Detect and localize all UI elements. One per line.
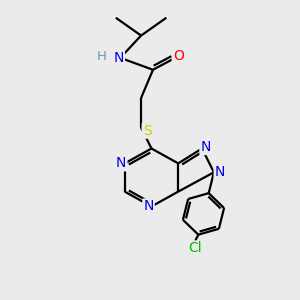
Text: S: S	[143, 124, 152, 138]
Text: N: N	[200, 140, 211, 154]
Text: H: H	[97, 50, 107, 63]
Text: N: N	[114, 51, 124, 65]
Text: N: N	[143, 200, 154, 214]
Text: O: O	[173, 50, 184, 63]
Text: N: N	[116, 156, 126, 170]
Text: N: N	[215, 165, 225, 179]
Text: Cl: Cl	[188, 242, 202, 255]
